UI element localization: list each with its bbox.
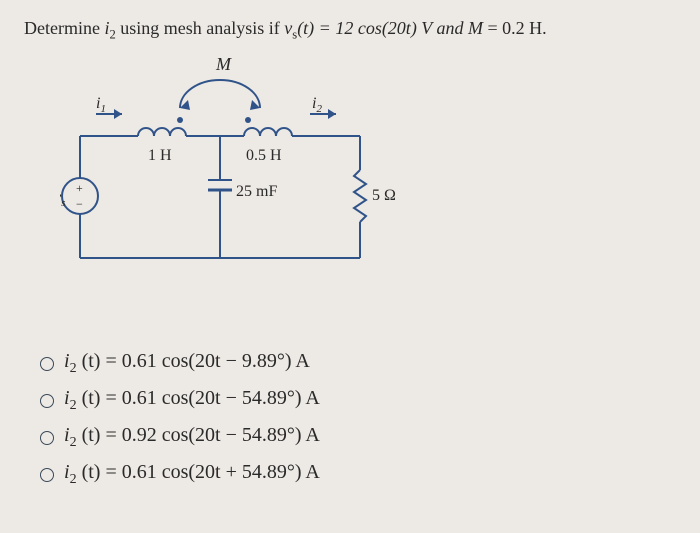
svg-text:1 H: 1 H [148, 147, 172, 164]
svg-text:5 Ω: 5 Ω [372, 187, 396, 204]
answer-options: i2 (t) = 0.61 cos(20t − 9.89°) A i2 (t) … [40, 340, 320, 498]
q-m-val: = 0.2 H. [483, 18, 547, 38]
radio-icon [40, 468, 54, 482]
question-text: Determine i2 using mesh analysis if vs(t… [24, 18, 676, 43]
q-m: M [468, 18, 483, 38]
option-label: i2 (t) = 0.61 cos(20t − 54.89°) A [64, 387, 320, 414]
svg-text:+: + [76, 181, 83, 195]
option-1[interactable]: i2 (t) = 0.61 cos(20t − 9.89°) A [40, 350, 320, 377]
radio-icon [40, 357, 54, 371]
mutual-inductance-label: M [216, 54, 231, 75]
svg-text:0.5 H: 0.5 H [246, 147, 282, 164]
svg-text:−: − [76, 197, 83, 211]
q-v-expr: (t) = 12 cos(20t) V and [297, 18, 468, 38]
option-4[interactable]: i2 (t) = 0.61 cos(20t + 54.89°) A [40, 461, 320, 488]
option-label: i2 (t) = 0.61 cos(20t + 54.89°) A [64, 461, 320, 488]
circuit-diagram: i1 i2 1 H 0.5 H 25 mF 5 Ω vs + − [60, 78, 420, 298]
svg-text:i2: i2 [312, 95, 322, 115]
option-label: i2 (t) = 0.61 cos(20t − 9.89°) A [64, 350, 310, 377]
svg-text:25 mF: 25 mF [236, 183, 277, 200]
option-label: i2 (t) = 0.92 cos(20t − 54.89°) A [64, 424, 320, 451]
svg-text:i1: i1 [96, 95, 106, 115]
radio-icon [40, 394, 54, 408]
option-3[interactable]: i2 (t) = 0.92 cos(20t − 54.89°) A [40, 424, 320, 451]
q-mid: using mesh analysis if [116, 18, 285, 38]
option-2[interactable]: i2 (t) = 0.61 cos(20t − 54.89°) A [40, 387, 320, 414]
q-prefix: Determine [24, 18, 104, 38]
radio-icon [40, 431, 54, 445]
